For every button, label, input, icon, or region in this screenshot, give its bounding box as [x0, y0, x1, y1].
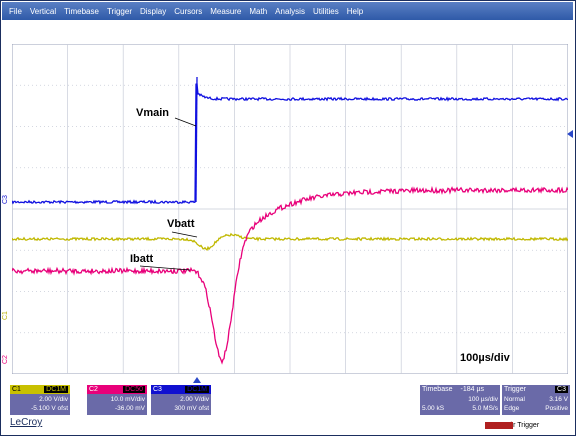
c2-scale: 10.0 mV/div	[110, 396, 145, 403]
c3-coupling: DC1M	[185, 386, 209, 393]
timebase-label: Timebase	[422, 386, 453, 393]
menu-vertical[interactable]: Vertical	[29, 6, 57, 16]
menu-math[interactable]: Math	[249, 6, 268, 16]
c1-scale: 2.00 V/div	[39, 396, 68, 403]
timebase-samples: 5.00 kS	[422, 405, 445, 412]
timebase-rate: 5.0 MS/s	[472, 405, 498, 412]
trigger-position-marker[interactable]	[193, 377, 201, 383]
c1-coupling: DC1M	[44, 386, 68, 393]
c1-tag: C1	[12, 386, 21, 393]
menu-analysis[interactable]: Analysis	[275, 6, 305, 16]
c2-coupling: DC50	[123, 386, 145, 393]
label-vbatt: Vbatt	[167, 218, 195, 230]
trigger-slope: Positive	[545, 405, 568, 412]
menu-display[interactable]: Display	[140, 6, 167, 16]
trace-vmain	[12, 83, 568, 205]
trigger-mode: Normal	[504, 396, 525, 403]
channel-panel-c2[interactable]: C2 DC50 10.0 mV/div -36.00 mV	[87, 385, 147, 415]
c3-tag: C3	[153, 386, 162, 393]
menu-trigger[interactable]: Trigger	[106, 6, 132, 16]
c1-offset: -5.100 V ofst	[31, 405, 68, 412]
trigger-type: Edge	[504, 405, 520, 412]
channel-marker-c2: C2	[2, 355, 9, 364]
c2-tag: C2	[89, 386, 98, 393]
menu-timebase[interactable]: Timebase	[64, 6, 99, 16]
timebase-panel[interactable]: Timebase -184 µs 100 µs/div 5.00 kS 5.0 …	[420, 385, 500, 415]
timebase-delay: -184 µs	[460, 386, 484, 393]
leader-vbatt	[171, 231, 198, 238]
trace-ibatt	[12, 185, 568, 365]
lecroy-logo: LeCroy	[10, 417, 43, 428]
acquisition-status: Stoppedr Trigger	[485, 422, 539, 429]
status-word: Stopped	[485, 422, 514, 429]
trigger-source: C3	[555, 386, 568, 393]
c3-scale: 2.00 V/div	[180, 396, 209, 403]
trigger-level-marker[interactable]	[567, 130, 573, 138]
trigger-level: 3.16 V	[549, 396, 568, 403]
leader-ibatt	[139, 265, 191, 271]
trigger-panel[interactable]: Trigger C3 Normal 3.16 V Edge Positive	[502, 385, 570, 415]
c3-offset: 300 mV ofst	[174, 405, 209, 412]
menu-measure[interactable]: Measure	[210, 6, 242, 16]
channel-panel-c1[interactable]: C1 DC1M 2.00 V/div -5.100 V ofst	[10, 385, 70, 415]
menu-utilities[interactable]: Utilities	[312, 6, 339, 16]
channel-marker-c3: C3	[2, 195, 9, 204]
channel-markers: C3 C1 C2	[0, 44, 12, 374]
trigger-label: Trigger	[504, 386, 526, 393]
label-timescale: 100µs/div	[460, 352, 510, 364]
timebase-per-div: 100 µs/div	[468, 396, 498, 403]
channel-marker-c1: C1	[2, 311, 9, 320]
menu-help[interactable]: Help	[346, 6, 364, 16]
trace-vmain-edge	[195, 76, 198, 203]
menu-file[interactable]: File	[9, 6, 22, 16]
menu-bar: File Vertical Timebase Trigger Display C…	[2, 2, 573, 20]
leader-vmain	[174, 117, 197, 127]
waveform-display[interactable]: Vmain Vbatt Ibatt 100µs/div	[12, 44, 568, 374]
channel-panel-c3[interactable]: C3 DC1M 2.00 V/div 300 mV ofst	[151, 385, 211, 415]
trace-vbatt	[12, 232, 568, 251]
label-vmain: Vmain	[136, 107, 170, 119]
c2-offset: -36.00 mV	[115, 405, 145, 412]
waveform-svg	[12, 44, 568, 374]
status-suffix: r Trigger	[513, 422, 540, 429]
menu-cursors[interactable]: Cursors	[174, 6, 203, 16]
label-ibatt: Ibatt	[130, 253, 154, 265]
